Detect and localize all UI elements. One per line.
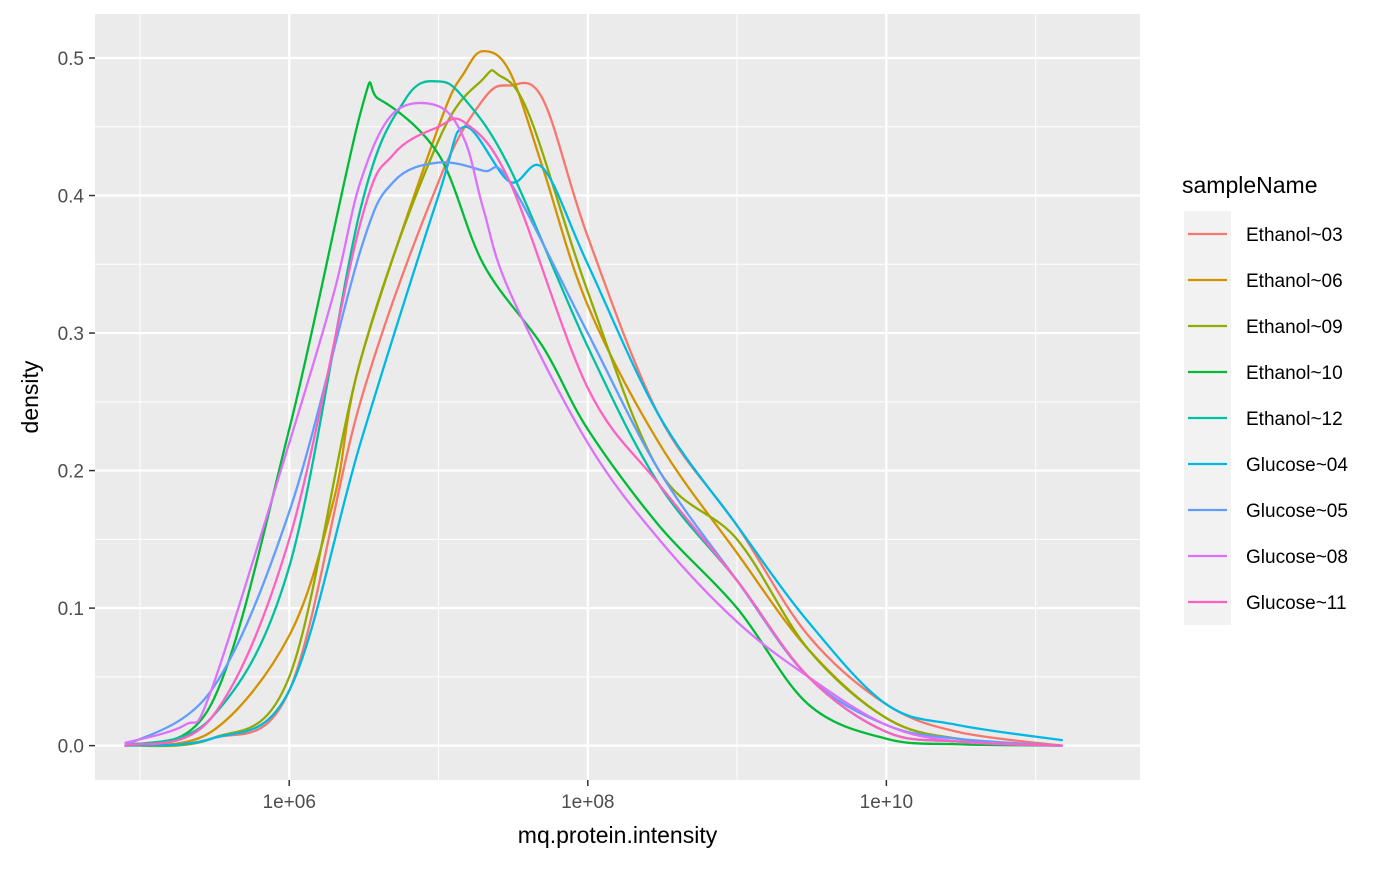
y-tick-label: 0.4 [58,187,85,208]
x-axis: 1e+06 1e+08 1e+10 [263,780,913,813]
legend: sampleName Ethanol~03Ethanol~06Ethanol~0… [1182,172,1348,625]
legend-label-ethanol-09: Ethanol~09 [1246,317,1343,338]
x-tick-label: 1e+10 [860,792,913,813]
x-tick-label: 1e+08 [561,792,614,813]
legend-label-ethanol-03: Ethanol~03 [1246,225,1343,246]
y-axis-title: density [17,360,43,433]
legend-label-glucose-08: Glucose~08 [1246,547,1348,568]
legend-label-ethanol-06: Ethanol~06 [1246,271,1343,292]
series-line-ethanol-09 [124,69,1064,748]
x-axis-title: mq.protein.intensity [518,822,718,848]
legend-label-ethanol-12: Ethanol~12 [1246,409,1343,430]
y-tick-label: 0.3 [58,324,84,345]
legend-items: Ethanol~03 Ethanol~06 Ethanol~09 Ethanol~10… [1188,225,1348,614]
y-tick-label: 0.1 [58,599,84,620]
series-line-ethanol-03 [124,81,1064,747]
series-line-glucose-04 [124,125,1064,747]
x-tick-label: 1e+06 [263,792,316,813]
series-layer [124,49,1064,748]
y-axis: 0.0 0.1 0.2 0.3 0.4 0.5 [58,49,95,758]
legend-label-glucose-11: Glucose~11 [1246,593,1347,614]
legend-label-glucose-04: Glucose~04 [1246,455,1348,476]
legend-label-ethanol-10: Ethanol~10 [1246,363,1343,384]
y-tick-label: 0.5 [58,49,84,70]
y-tick-label: 0.2 [58,462,84,483]
series-line-glucose-11 [124,117,1064,747]
plot-panel [95,14,1140,780]
legend-title: sampleName [1182,172,1318,198]
legend-label-glucose-05: Glucose~05 [1246,501,1348,522]
series-line-ethanol-10 [124,81,1064,747]
y-tick-label: 0.0 [58,737,84,758]
